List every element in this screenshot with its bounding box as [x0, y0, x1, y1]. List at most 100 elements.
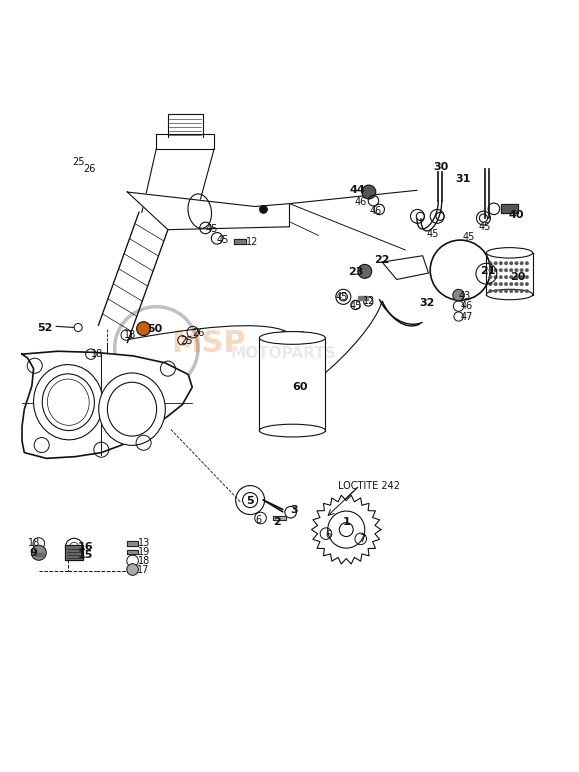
Text: 1: 1 [342, 517, 350, 527]
Circle shape [494, 269, 497, 272]
Text: 45: 45 [427, 229, 439, 239]
Text: 23: 23 [349, 267, 364, 277]
Ellipse shape [108, 382, 156, 436]
Polygon shape [382, 256, 428, 279]
Text: 26: 26 [192, 328, 205, 337]
Circle shape [489, 290, 492, 293]
Ellipse shape [42, 374, 94, 431]
Text: 46: 46 [460, 301, 473, 311]
Text: 6: 6 [326, 530, 332, 540]
Ellipse shape [34, 364, 103, 440]
Circle shape [510, 269, 513, 272]
Circle shape [525, 290, 529, 293]
Text: 25: 25 [180, 336, 193, 346]
Text: LOCTITE 242: LOCTITE 242 [338, 481, 401, 490]
Text: 21: 21 [480, 266, 495, 276]
Text: MSP: MSP [171, 329, 245, 357]
Text: 2: 2 [273, 517, 281, 527]
Polygon shape [127, 541, 138, 546]
Circle shape [499, 290, 503, 293]
Polygon shape [168, 113, 203, 137]
Text: 18: 18 [27, 539, 40, 548]
Text: 31: 31 [456, 174, 471, 185]
Polygon shape [156, 134, 214, 148]
Polygon shape [501, 204, 518, 213]
Text: 60: 60 [292, 381, 307, 391]
Ellipse shape [486, 290, 533, 300]
Text: 20: 20 [511, 273, 526, 282]
Text: 40: 40 [509, 210, 524, 220]
Circle shape [499, 283, 503, 286]
Circle shape [504, 269, 508, 272]
Circle shape [453, 290, 464, 301]
Text: 7: 7 [359, 534, 365, 544]
Circle shape [515, 276, 518, 279]
Text: 12: 12 [245, 238, 258, 247]
Polygon shape [127, 192, 290, 230]
Circle shape [510, 290, 513, 293]
Ellipse shape [98, 373, 166, 445]
Circle shape [358, 264, 372, 279]
Circle shape [489, 269, 492, 272]
Circle shape [504, 262, 508, 265]
Polygon shape [127, 550, 138, 554]
Circle shape [520, 262, 523, 265]
Text: 50: 50 [148, 324, 163, 334]
Circle shape [489, 283, 492, 286]
Text: 46: 46 [354, 197, 367, 207]
Text: 17: 17 [137, 564, 150, 574]
Text: 47: 47 [460, 312, 473, 322]
Circle shape [515, 290, 518, 293]
Circle shape [525, 269, 529, 272]
Text: 13: 13 [137, 539, 150, 548]
Text: 12: 12 [363, 296, 376, 306]
Text: 6: 6 [256, 516, 262, 525]
Text: 15: 15 [78, 550, 93, 560]
Text: 9: 9 [30, 548, 38, 558]
Text: 30: 30 [434, 162, 449, 172]
Text: 18: 18 [137, 556, 150, 566]
Text: 43: 43 [458, 291, 471, 301]
Polygon shape [273, 516, 286, 520]
Circle shape [362, 185, 376, 199]
Polygon shape [22, 351, 192, 459]
Text: 52: 52 [37, 323, 52, 333]
Circle shape [494, 290, 497, 293]
Circle shape [515, 283, 518, 286]
Polygon shape [65, 545, 83, 560]
Polygon shape [234, 239, 246, 244]
Circle shape [489, 262, 492, 265]
Text: 45: 45 [463, 232, 475, 242]
Circle shape [494, 262, 497, 265]
Circle shape [525, 276, 529, 279]
Circle shape [31, 545, 46, 560]
Circle shape [510, 262, 513, 265]
Circle shape [504, 283, 508, 286]
Polygon shape [35, 553, 43, 556]
Circle shape [504, 276, 508, 279]
Circle shape [525, 283, 529, 286]
Text: 19: 19 [137, 547, 150, 557]
Text: 45: 45 [205, 224, 218, 233]
Circle shape [127, 564, 138, 575]
Circle shape [515, 262, 518, 265]
Text: 25: 25 [72, 157, 85, 167]
Circle shape [525, 262, 529, 265]
Circle shape [520, 276, 523, 279]
Text: 18: 18 [91, 349, 104, 359]
Text: MOTOPARTS: MOTOPARTS [231, 346, 336, 361]
Text: 22: 22 [375, 255, 390, 265]
Circle shape [499, 276, 503, 279]
Text: 45: 45 [335, 292, 348, 302]
Circle shape [499, 269, 503, 272]
Circle shape [510, 283, 513, 286]
Circle shape [504, 290, 508, 293]
Text: 46: 46 [369, 206, 382, 216]
Polygon shape [358, 296, 368, 300]
Circle shape [520, 269, 523, 272]
Text: 32: 32 [419, 298, 434, 307]
Circle shape [510, 276, 513, 279]
Circle shape [520, 283, 523, 286]
Text: 3: 3 [290, 506, 298, 516]
Circle shape [74, 323, 82, 332]
